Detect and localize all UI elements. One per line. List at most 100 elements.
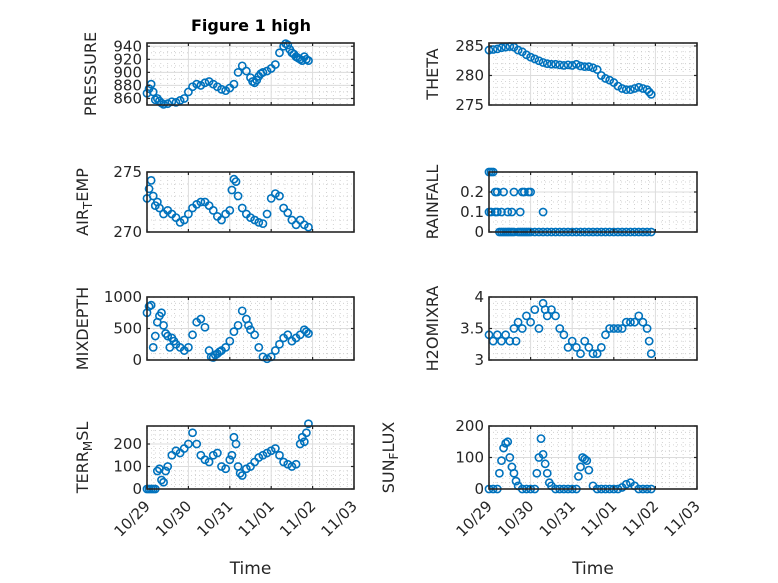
data-point [584,465,594,475]
data-point [503,437,513,447]
data-point [538,207,548,217]
data-point [588,63,598,73]
y-axis-label: AIRTEMP [73,168,95,236]
data-point [262,209,272,219]
data-point [241,66,251,76]
x-axis-label: Time [229,559,272,579]
data-point [275,191,284,201]
data-point [192,79,202,89]
data-point [155,203,164,213]
data-point [299,437,309,447]
data-point [275,450,284,460]
data-point [161,466,171,476]
data-point [152,466,162,476]
data-point [634,82,644,92]
data-point [638,317,648,327]
data-point [540,459,550,469]
y-tick-label: 500 [113,320,142,338]
data-point [626,85,635,95]
y-tick-label: 200 [455,417,484,435]
data-point [148,342,158,352]
data-point [621,479,631,489]
data-point [233,191,243,201]
data-point [175,96,185,105]
data-point [233,67,243,77]
data-point [551,311,560,321]
data-point [530,305,540,314]
data-point [304,419,313,429]
data-point [574,471,583,481]
data-point [254,217,264,227]
data-point [159,320,168,330]
data-point [532,468,542,478]
data-point [542,59,552,69]
data-point [601,330,610,340]
data-point [519,187,529,197]
data-point [592,349,602,359]
y-tick-label: 0 [132,351,142,369]
data-point [582,456,592,466]
data-point [231,177,241,186]
data-point [283,40,293,50]
data-point [270,346,280,355]
data-point [559,61,569,70]
data-point [580,454,590,464]
data-point [530,54,540,64]
axes-background [147,426,354,489]
subplot-h2omixra: 3 3.5 4 H2OMIXRA [423,286,698,371]
data-point [509,187,519,197]
data-point [229,327,239,337]
axes-box [488,42,698,106]
y-tick-label: 3.5 [460,320,484,338]
data-point [183,342,193,352]
subplot-rainfall: 0 0.1 0.2 RAINFALL [423,165,698,241]
data-point [499,443,508,453]
data-point [304,222,313,232]
data-point [509,468,519,478]
data-point [601,74,610,83]
data-point [237,61,247,71]
data-point [301,428,311,438]
data-point [221,464,231,474]
data-point [492,187,502,197]
data-point [630,84,639,93]
data-point [513,317,523,327]
series-markers [142,300,313,364]
data-point [235,468,245,478]
subplot-mixdepth: 0 500 1000 MIXDEPTH [73,287,355,370]
data-point [225,336,235,346]
y-tick-label: 0 [474,223,484,241]
data-point [617,324,627,333]
data-point [642,324,652,333]
data-point [538,58,548,67]
data-point [497,43,506,53]
data-point [163,462,173,471]
data-point [183,209,193,219]
data-point [208,205,218,215]
data-point [171,97,181,107]
y-tick-label: 0 [474,480,484,498]
data-point [163,99,173,109]
data-point [492,44,502,54]
data-point [150,331,160,341]
data-point [526,52,535,62]
y-tick-label: 0.1 [460,203,484,221]
axes-box [146,171,355,233]
data-point [148,87,158,97]
data-point [576,61,585,71]
y-tick-label: 860 [113,89,142,107]
data-point [576,349,585,359]
data-point [212,448,222,458]
y-tick-label: 275 [113,163,142,181]
data-point [576,462,585,472]
data-point [526,187,535,197]
data-point [227,185,237,195]
data-point [567,336,577,346]
axes-box [146,42,355,106]
data-point [227,450,237,460]
data-point [501,330,511,340]
data-point [626,317,635,327]
